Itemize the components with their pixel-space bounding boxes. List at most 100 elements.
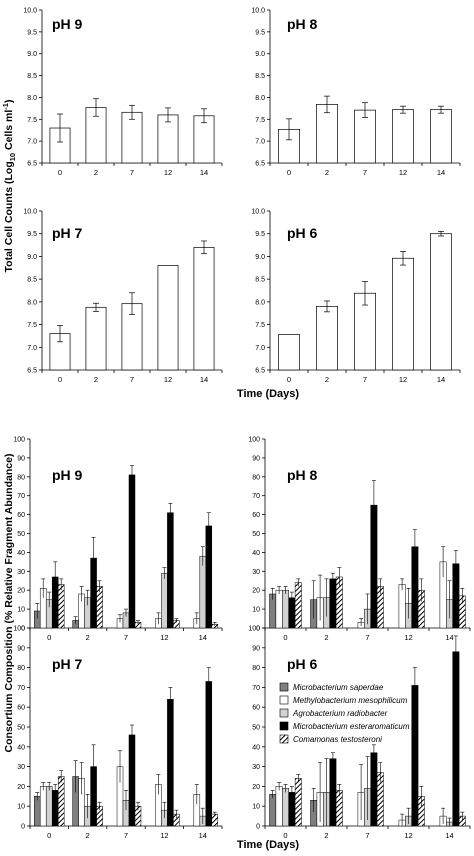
- y-tick-label: 7.5: [27, 322, 37, 329]
- y-tick-label: 80: [252, 474, 260, 481]
- y-tick-label: 20: [17, 588, 25, 595]
- x-tick-label: 0: [58, 168, 62, 177]
- x-tick-label: 14: [445, 633, 453, 642]
- y-tick-label: 70: [252, 685, 260, 692]
- y-tick-label: 100: [13, 626, 25, 633]
- bar: [354, 109, 376, 164]
- x-tick-label: 0: [47, 831, 51, 840]
- x-tick-label: 12: [160, 831, 168, 840]
- y-tick-label: 6.5: [27, 161, 37, 168]
- bar: [57, 584, 65, 629]
- x-tick-label: 2: [324, 831, 328, 840]
- y-tick-label: 30: [17, 569, 25, 576]
- bar: [294, 778, 302, 827]
- x-tick-label: 2: [325, 375, 329, 384]
- bar: [282, 589, 289, 629]
- y-tick-label: 6.5: [255, 368, 265, 375]
- y-tick-label: 30: [17, 764, 25, 771]
- y-tick-label: 50: [17, 725, 25, 732]
- y-tick-label: 7.0: [27, 345, 37, 352]
- y-tick-label: 0: [21, 824, 25, 831]
- x-tick-label: 12: [404, 633, 412, 642]
- x-tick-label: 14: [199, 831, 207, 840]
- y-tick-label: 10.0: [251, 209, 265, 216]
- y-tick-label: 20: [17, 784, 25, 791]
- y-tick-label: 9.5: [27, 231, 37, 238]
- top-y-axis-title: Total Cell Counts (Log10 Cells ml-1): [1, 100, 17, 273]
- panel-title: pH 8: [287, 16, 318, 32]
- bar: [370, 752, 378, 827]
- legend-label: Microbacterium esteraromaticum: [293, 722, 410, 731]
- bar: [269, 794, 277, 827]
- bar: [128, 734, 136, 827]
- bar: [275, 589, 283, 629]
- bar: [430, 233, 452, 371]
- bar: [316, 306, 338, 371]
- y-tick-label: 90: [252, 645, 260, 652]
- y-tick-label: 8.5: [27, 277, 37, 284]
- bar: [161, 572, 168, 629]
- y-tick-label: 70: [17, 493, 25, 500]
- x-tick-label: 2: [86, 831, 90, 840]
- x-tick-label: 7: [365, 831, 369, 840]
- bar: [329, 578, 337, 629]
- y-tick-label: 8.0: [255, 299, 265, 306]
- panel-total-ph9: pH 9 6.5 7.0 7.5 8.0 8.5 9.0 9.5 10.0 0 2 7 12 14: [23, 8, 223, 177]
- x-tick-label: 7: [363, 168, 367, 177]
- y-tick-label: 40: [252, 550, 260, 557]
- y-tick-label: 9.0: [27, 51, 37, 58]
- top-x-axis-title: Time (Days): [237, 388, 299, 400]
- x-tick-label: 12: [399, 375, 407, 384]
- x-tick-label: 12: [164, 375, 172, 384]
- x-tick-label: 14: [437, 168, 445, 177]
- x-tick-label: 2: [325, 168, 329, 177]
- y-tick-label: 0: [256, 626, 260, 633]
- x-tick-label: 14: [200, 168, 208, 177]
- legend-swatch-testosteroni: [279, 734, 289, 744]
- bar: [33, 796, 41, 827]
- panel-total-ph6: pH 6 6.5 7.0 7.5 8.0 8.5 9.0 9.5 10.0 0 2 7 12 14: [251, 209, 461, 384]
- y-tick-label: 90: [17, 455, 25, 462]
- y-tick-label: 10.0: [23, 8, 37, 15]
- y-tick-label: 9.5: [255, 29, 265, 36]
- y-tick-label: 7.0: [27, 139, 37, 146]
- x-tick-label: 0: [287, 375, 291, 384]
- panel-title: pH 8: [287, 467, 318, 483]
- y-tick-label: 8.5: [255, 277, 265, 284]
- bar: [282, 788, 289, 827]
- y-tick-label: 50: [17, 531, 25, 538]
- bar: [205, 681, 213, 827]
- y-tick-label: 20: [252, 784, 260, 791]
- bar: [121, 111, 143, 164]
- bar: [167, 699, 174, 827]
- x-tick-label: 7: [124, 633, 128, 642]
- y-tick-label: 10.0: [23, 209, 37, 216]
- panel-title: pH 6: [287, 225, 318, 241]
- bar: [193, 246, 215, 371]
- x-tick-label: 0: [283, 633, 287, 642]
- x-tick-label: 12: [399, 168, 407, 177]
- y-tick-label: 40: [252, 744, 260, 751]
- bar: [294, 582, 302, 629]
- y-tick-label: 8.0: [255, 95, 265, 102]
- y-tick-label: 9.0: [255, 51, 265, 58]
- bar: [128, 474, 136, 629]
- panel-total-ph7: pH 7 6.5 7.0 7.5 8.0 8.5 9.0 9.5 10.0 0 2 7 12 14: [23, 209, 223, 384]
- bar: [199, 555, 207, 629]
- x-tick-label: 7: [124, 831, 128, 840]
- y-tick-label: 40: [17, 744, 25, 751]
- bar: [85, 306, 107, 371]
- bar: [430, 109, 452, 164]
- y-tick-label: 90: [17, 645, 25, 652]
- y-tick-label: 7.5: [255, 117, 265, 124]
- x-tick-label: 14: [437, 375, 445, 384]
- bar: [398, 584, 406, 629]
- x-tick-label: 14: [199, 633, 207, 642]
- y-tick-label: 80: [252, 665, 260, 672]
- x-tick-label: 7: [130, 168, 134, 177]
- y-tick-label: 10: [252, 804, 260, 811]
- x-tick-label: 2: [94, 168, 98, 177]
